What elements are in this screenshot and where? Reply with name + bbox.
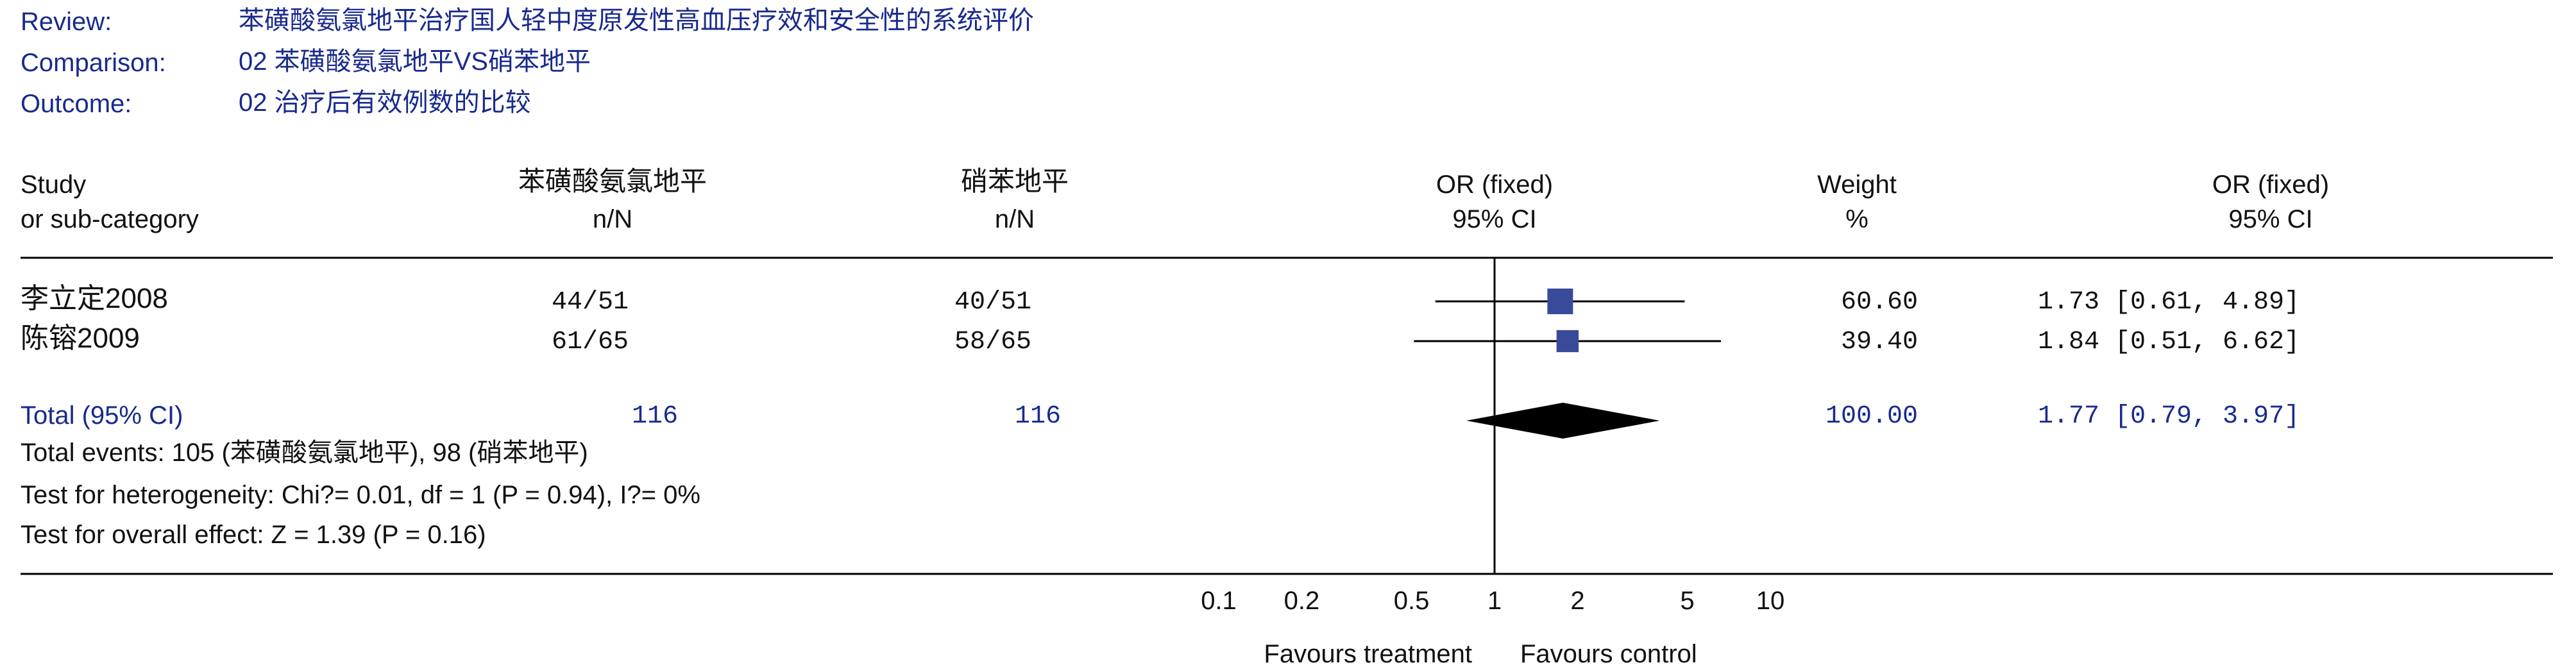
col-treatment-header: 苯磺酸氨氯地平 [518, 166, 708, 196]
col-control-subheader: n/N [994, 205, 1035, 233]
outcome-label: Outcome: [21, 90, 132, 118]
review-title: 苯磺酸氨氯地平治疗国人轻中度原发性高血压疗效和安全性的系统评价 [239, 6, 1034, 35]
comparison-title: 02 苯磺酸氨氯地平VS硝苯地平 [239, 47, 591, 76]
x-tick-label: 1 [1487, 587, 1502, 615]
x-tick-label: 0.5 [1394, 587, 1430, 615]
col-plot-header: OR (fixed) [1436, 171, 1554, 199]
x-tick-label: 5 [1680, 587, 1694, 615]
outcome-title: 02 治疗后有效例数的比较 [239, 88, 531, 117]
col-or-header: OR (fixed) [2212, 171, 2330, 199]
total-treatment: 116 [632, 402, 679, 431]
col-weight-subheader: % [1845, 205, 1868, 233]
total-control: 116 [1015, 402, 1062, 431]
x-tick-label: 2 [1570, 587, 1584, 615]
x-tick-label: 0.2 [1284, 587, 1320, 615]
total-label: Total (95% CI) [21, 401, 183, 430]
col-or-subheader: 95% CI [2228, 205, 2313, 233]
x-tick-label: 10 [1756, 587, 1785, 615]
heterogeneity-test: Test for heterogeneity: Chi?= 0.01, df =… [21, 481, 700, 509]
col-control-header: 硝苯地平 [960, 166, 1069, 196]
review-label: Review: [21, 8, 112, 36]
x-tick-label: 0.1 [1201, 587, 1237, 615]
col-plot-subheader: 95% CI [1452, 205, 1537, 233]
col-weight-header: Weight [1817, 171, 1897, 199]
study-name-2: 陈镕2009 [21, 323, 140, 354]
study-control-1: 40/51 [954, 288, 1032, 317]
overall-effect-test: Test for overall effect: Z = 1.39 (P = 0… [21, 521, 486, 549]
study-marker-2 [1556, 330, 1579, 353]
study-or-2: 1.84 [0.51, 6.62] [2038, 328, 2300, 357]
favours-control-label: Favours control [1520, 640, 1697, 668]
study-treatment-2: 61/65 [552, 328, 629, 357]
col-treatment-subheader: n/N [592, 205, 633, 233]
study-or-1: 1.73 [0.61, 4.89] [2038, 288, 2300, 317]
study-marker-1 [1547, 289, 1573, 314]
col-study-header: Study [21, 171, 87, 199]
study-weight-1: 60.60 [1840, 288, 1918, 317]
total-weight: 100.00 [1825, 402, 1918, 431]
study-treatment-1: 44/51 [552, 288, 629, 317]
total-or: 1.77 [0.79, 3.97] [2038, 402, 2300, 431]
col-study-subheader: or sub-category [21, 205, 199, 233]
total-events: Total events: 105 (苯磺酸氨氯地平), 98 (硝苯地平) [21, 439, 588, 467]
study-weight-2: 39.40 [1840, 328, 1918, 357]
study-control-2: 58/65 [954, 328, 1032, 357]
study-name-1: 李立定2008 [21, 283, 168, 314]
pooled-estimate-diamond [1466, 403, 1660, 439]
comparison-label: Comparison: [21, 49, 166, 77]
favours-treatment-label: Favours treatment [1264, 640, 1472, 668]
